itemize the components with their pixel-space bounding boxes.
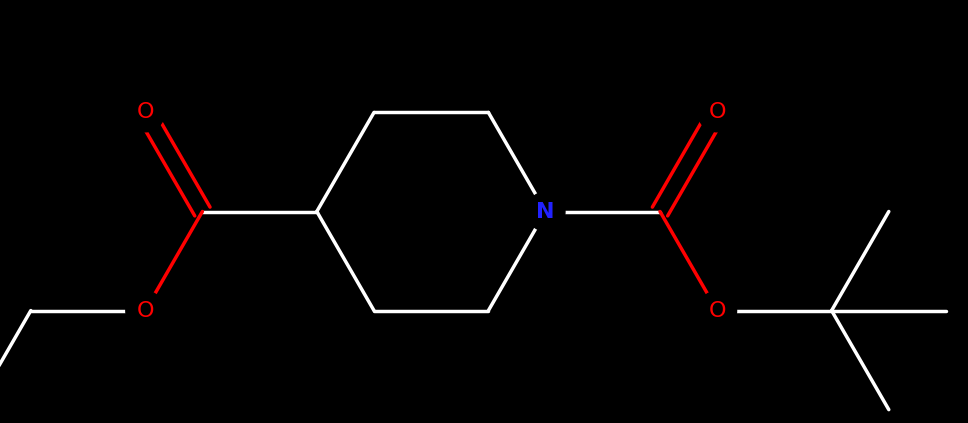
Circle shape	[698, 93, 737, 132]
Circle shape	[527, 192, 565, 231]
Text: O: O	[136, 301, 154, 321]
Circle shape	[698, 291, 737, 330]
Text: O: O	[709, 301, 726, 321]
Text: N: N	[536, 201, 555, 222]
Text: O: O	[709, 102, 726, 122]
Circle shape	[126, 291, 165, 330]
Text: O: O	[136, 102, 154, 122]
Circle shape	[126, 93, 165, 132]
